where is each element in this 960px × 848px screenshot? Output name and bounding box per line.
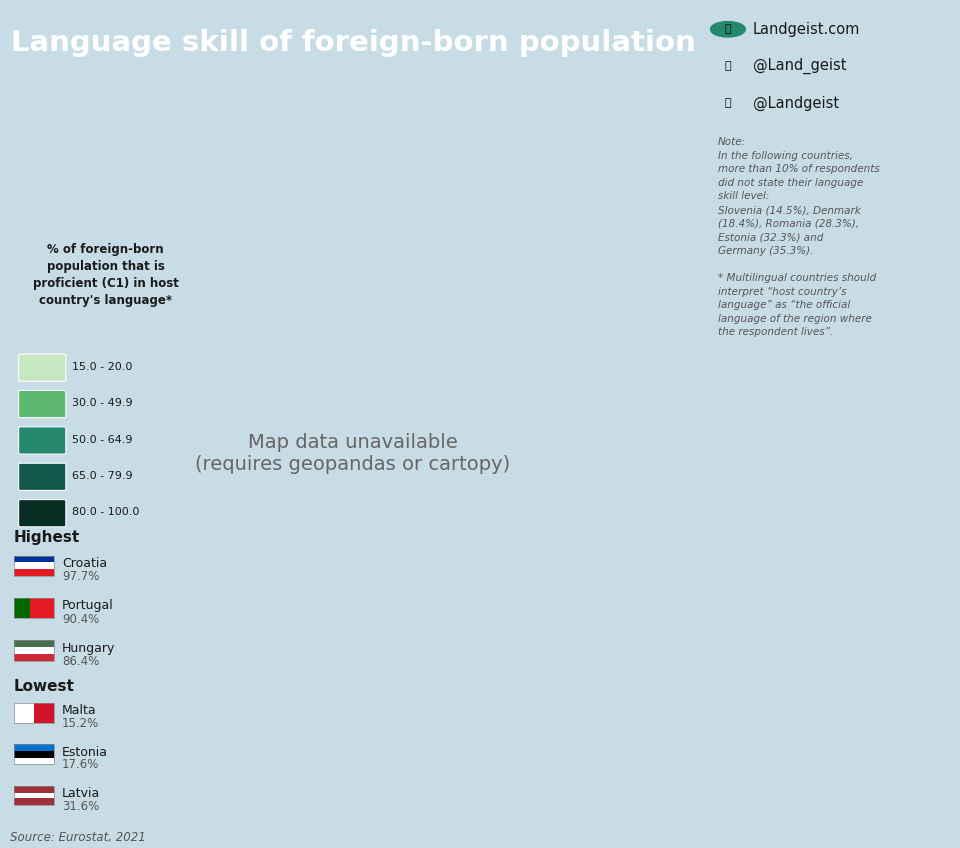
- Bar: [13, 793, 54, 798]
- Bar: [13, 640, 54, 647]
- Text: 📷: 📷: [725, 61, 732, 70]
- Bar: [13, 654, 54, 661]
- Bar: [13, 647, 54, 654]
- Bar: [13, 598, 54, 618]
- Text: Croatia: Croatia: [62, 557, 108, 570]
- Text: Landgeist.com: Landgeist.com: [753, 22, 860, 36]
- Bar: [13, 745, 54, 751]
- Bar: [13, 703, 54, 723]
- Bar: [13, 598, 30, 618]
- Text: Map data unavailable
(requires geopandas or cartopy): Map data unavailable (requires geopandas…: [195, 433, 511, 474]
- Text: 90.4%: 90.4%: [62, 612, 99, 626]
- Text: Lowest: Lowest: [13, 678, 75, 694]
- Text: 15.0 - 20.0: 15.0 - 20.0: [72, 362, 132, 371]
- Bar: [13, 569, 54, 576]
- Bar: [34, 703, 54, 723]
- Bar: [13, 751, 54, 757]
- Bar: [13, 562, 54, 569]
- Text: 50.0 - 64.9: 50.0 - 64.9: [72, 434, 132, 444]
- Text: 86.4%: 86.4%: [62, 655, 99, 668]
- Bar: [13, 640, 54, 661]
- Text: Language skill of foreign-born population: Language skill of foreign-born populatio…: [11, 29, 695, 58]
- Text: 31.6%: 31.6%: [62, 800, 99, 812]
- Bar: [13, 798, 54, 806]
- Text: Source: Eurostat, 2021: Source: Eurostat, 2021: [10, 831, 145, 844]
- Text: Malta: Malta: [62, 705, 97, 717]
- Bar: [13, 785, 54, 806]
- Text: Highest: Highest: [13, 531, 80, 545]
- FancyBboxPatch shape: [18, 463, 66, 490]
- Text: Latvia: Latvia: [62, 787, 100, 800]
- Text: 80.0 - 100.0: 80.0 - 100.0: [72, 507, 139, 517]
- Text: 65.0 - 79.9: 65.0 - 79.9: [72, 471, 132, 481]
- Text: 🐦: 🐦: [725, 98, 732, 108]
- Text: Estonia: Estonia: [62, 745, 108, 758]
- Text: 17.6%: 17.6%: [62, 758, 100, 772]
- Text: 15.2%: 15.2%: [62, 717, 99, 730]
- Text: Portugal: Portugal: [62, 600, 114, 612]
- Bar: [13, 745, 54, 764]
- FancyBboxPatch shape: [18, 427, 66, 454]
- Bar: [13, 555, 54, 576]
- Text: 🌍: 🌍: [725, 25, 732, 34]
- FancyBboxPatch shape: [18, 390, 66, 418]
- FancyBboxPatch shape: [18, 499, 66, 527]
- Text: @Landgeist: @Landgeist: [753, 96, 839, 111]
- Bar: [13, 757, 54, 764]
- Bar: [13, 703, 34, 723]
- Bar: [13, 555, 54, 562]
- Text: @Land_geist: @Land_geist: [753, 58, 847, 74]
- Text: Note:
In the following countries,
more than 10% of respondents
did not state the: Note: In the following countries, more t…: [718, 137, 879, 338]
- Text: 30.0 - 49.9: 30.0 - 49.9: [72, 399, 132, 408]
- Text: % of foreign-born
population that is
proficient (C1) in host
country's language*: % of foreign-born population that is pro…: [33, 243, 179, 307]
- Circle shape: [710, 21, 745, 37]
- Text: 97.7%: 97.7%: [62, 570, 100, 583]
- Text: Hungary: Hungary: [62, 642, 115, 655]
- Bar: [13, 785, 54, 793]
- FancyBboxPatch shape: [18, 354, 66, 382]
- Bar: [30, 598, 54, 618]
